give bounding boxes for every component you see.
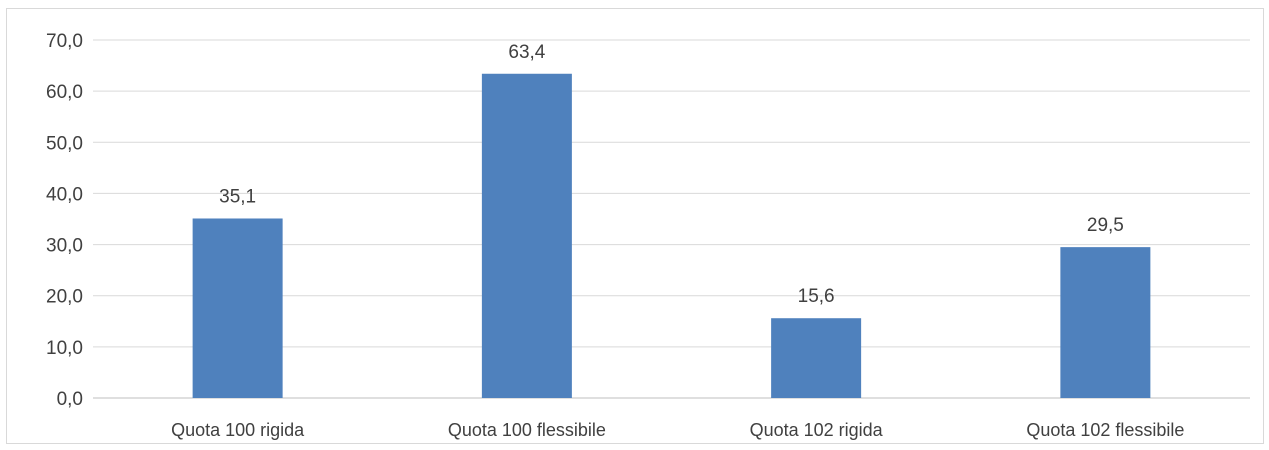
y-tick-label: 10,0 (46, 338, 83, 359)
data-label: 35,1 (219, 186, 256, 207)
y-tick-label: 60,0 (46, 82, 83, 103)
data-label: 63,4 (508, 42, 545, 63)
y-tick-label: 40,0 (46, 184, 83, 205)
bar (481, 73, 572, 399)
bar (771, 318, 862, 398)
data-label: 29,5 (1087, 215, 1124, 236)
y-tick-label: 0,0 (57, 389, 83, 410)
y-tick-label: 30,0 (46, 236, 83, 257)
bar (1060, 247, 1151, 398)
y-tick-label: 70,0 (46, 31, 83, 52)
x-tick-label: Quota 100 flessibile (448, 420, 606, 440)
x-tick-label: Quota 100 rigida (171, 420, 305, 440)
y-tick-label: 50,0 (46, 133, 83, 154)
bar (192, 218, 283, 398)
y-tick-label: 20,0 (46, 287, 83, 308)
x-tick-label: Quota 102 rigida (750, 420, 884, 440)
data-label: 15,6 (798, 286, 835, 307)
x-tick-label: Quota 102 flessibile (1026, 420, 1184, 440)
